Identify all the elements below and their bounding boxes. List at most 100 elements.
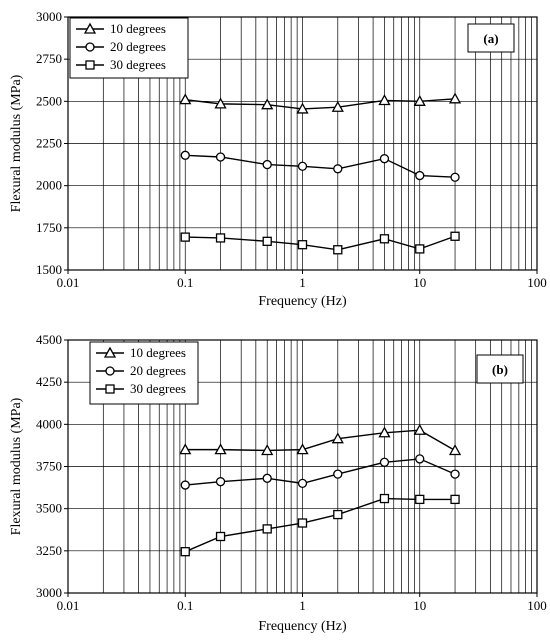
data-point	[379, 154, 390, 164]
data-point	[333, 164, 343, 174]
data-point	[450, 172, 460, 182]
data-point	[215, 233, 226, 243]
data-point	[215, 531, 226, 542]
data-point	[262, 524, 272, 534]
series-20-degrees	[180, 150, 460, 182]
series-line	[185, 98, 456, 110]
data-point	[379, 493, 390, 504]
y-tick-label: 1750	[36, 220, 62, 235]
x-tick-label: 0.01	[57, 598, 80, 613]
data-point	[413, 94, 426, 106]
data-point	[415, 494, 425, 505]
panel-label: (b)	[492, 362, 508, 377]
y-tick-label: 3500	[36, 501, 62, 516]
x-axis-title: Frequency (Hz)	[258, 294, 347, 309]
data-point	[415, 454, 425, 464]
legend-label: 10 degrees	[130, 345, 186, 360]
data-point	[214, 97, 227, 109]
x-tick-label: 10	[413, 275, 426, 290]
series-line	[185, 458, 456, 486]
y-axis-title: Flexural modulus (MPa)	[9, 397, 24, 535]
data-point	[331, 100, 344, 112]
data-point	[296, 443, 309, 455]
data-point	[180, 150, 190, 160]
legend-marker	[85, 60, 95, 70]
series-line	[185, 429, 456, 452]
y-tick-label: 3000	[36, 9, 62, 24]
data-point	[333, 509, 343, 520]
data-point	[413, 423, 426, 435]
x-tick-label: 100	[527, 598, 547, 613]
data-point	[261, 444, 274, 456]
data-point	[333, 245, 343, 255]
data-point	[297, 161, 308, 171]
data-point	[297, 240, 308, 250]
data-point	[180, 232, 190, 242]
legend-label: 20 degrees	[130, 363, 186, 378]
data-point	[379, 457, 390, 467]
data-point	[261, 98, 274, 110]
data-point	[215, 477, 226, 487]
y-tick-label: 2750	[36, 51, 62, 66]
data-point	[262, 159, 272, 170]
series-10-degrees	[179, 92, 462, 114]
y-tick-label: 4250	[36, 374, 62, 389]
series-30-degrees	[180, 493, 460, 557]
x-tick-label: 0.01	[57, 275, 80, 290]
x-tick-label: 1	[299, 598, 306, 613]
x-tick-label: 1	[299, 275, 306, 290]
legend-label: 20 degrees	[110, 39, 166, 54]
y-tick-label: 4000	[36, 416, 62, 431]
data-point	[331, 432, 344, 444]
data-point	[180, 547, 190, 557]
chart-panel-b: 3000 3250 3500 3750 4000 4250 4500 0.01 0.1 1 10 10…	[9, 332, 547, 634]
legend-marker	[83, 22, 97, 34]
x-tick-label: 10	[413, 598, 426, 613]
y-tick-label: 3250	[36, 543, 62, 558]
x-axis-title: Frequency (Hz)	[258, 619, 347, 634]
grid	[68, 340, 537, 593]
legend-label: 30 degrees	[110, 57, 166, 72]
data-point	[448, 444, 462, 456]
data-point	[180, 480, 190, 490]
data-point	[415, 244, 425, 254]
series-line	[185, 235, 456, 251]
data-point	[450, 231, 460, 241]
y-tick-label: 3000	[36, 585, 62, 600]
data-point	[450, 469, 460, 479]
y-axis-title: Flexural modulus (MPa)	[9, 74, 24, 212]
panel-label-box	[476, 354, 524, 384]
data-point	[379, 234, 390, 244]
legend-label: 30 degrees	[130, 381, 186, 396]
data-point	[297, 478, 308, 489]
series-30-degrees	[180, 231, 460, 255]
chart-panel-a: 1500 1750 2000 2250 2500 2750 3000 0.01 0.1 1 10 10…	[9, 9, 547, 309]
x-tick-label: 0.1	[177, 275, 193, 290]
data-point	[179, 93, 192, 105]
x-tick-label: 0.1	[177, 598, 193, 613]
y-tick-label: 2250	[36, 136, 62, 151]
legend-marker	[85, 42, 95, 52]
series-10-degrees	[179, 423, 462, 456]
y-tick-label: 2500	[36, 93, 62, 108]
y-tick-label: 3750	[36, 459, 62, 474]
legend: 10 degrees 20 degrees 30 degrees	[89, 341, 199, 405]
y-tick-label: 1500	[36, 262, 62, 277]
data-point	[214, 443, 227, 455]
data-point	[215, 152, 226, 162]
data-point	[297, 518, 308, 528]
data-point	[378, 426, 391, 438]
panel-label-box	[467, 23, 515, 53]
data-point	[378, 94, 391, 106]
legend-label: 10 degrees	[110, 21, 166, 36]
legend-marker	[105, 384, 115, 394]
x-tick-label: 100	[527, 275, 547, 290]
data-point	[262, 236, 272, 246]
legend-marker	[105, 366, 115, 376]
data-point	[179, 443, 192, 455]
series-line	[185, 154, 456, 178]
legend-marker	[103, 346, 117, 358]
series-20-degrees	[180, 454, 460, 490]
y-tick-label: 2000	[36, 178, 62, 193]
